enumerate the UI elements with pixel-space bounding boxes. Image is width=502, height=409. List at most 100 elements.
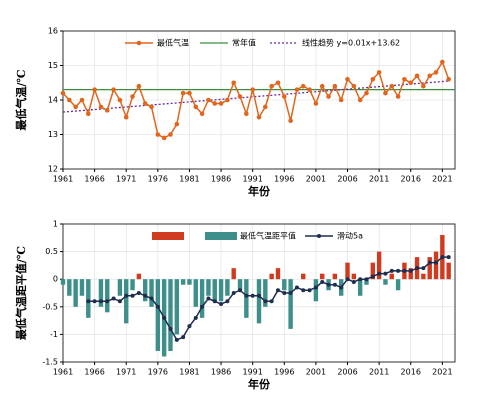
y-axis-label: 最低气温/℃ — [14, 69, 28, 130]
temperature-line-marker — [174, 121, 180, 127]
moving-average-line-marker — [377, 271, 382, 276]
moving-average-line-marker — [200, 304, 205, 309]
moving-average-line-marker — [396, 268, 401, 273]
bar — [288, 279, 293, 329]
x-tick-label: 1981 — [179, 175, 199, 184]
temperature-line-marker — [332, 83, 338, 89]
temperature-line-marker — [275, 80, 281, 86]
moving-average-line-marker — [364, 277, 369, 282]
legend-swatch — [152, 232, 184, 240]
moving-average-line-marker — [370, 274, 375, 279]
bar — [421, 273, 426, 280]
x-tick-label: 2011 — [369, 175, 389, 184]
temperature-line-marker — [269, 83, 274, 89]
x-tick-label: 1976 — [148, 368, 168, 377]
plot-frame — [62, 223, 456, 363]
x-tick-label: 1971 — [116, 175, 136, 184]
legend-swatch — [317, 234, 321, 238]
temperature-line-marker — [155, 132, 161, 137]
x-tick-label: 1961 — [53, 368, 73, 377]
moving-average-line-marker — [326, 282, 331, 287]
moving-average-line-marker — [155, 304, 160, 309]
x-tick-label: 2001 — [306, 175, 326, 184]
bar — [225, 279, 230, 296]
bar — [105, 279, 110, 313]
temperature-line-marker — [180, 90, 186, 96]
temperature-line-marker — [123, 114, 129, 120]
moving-average-line-marker — [263, 299, 268, 304]
temperature-line-marker — [98, 104, 104, 110]
temperature-line-marker — [136, 83, 142, 89]
moving-average-line-marker — [269, 299, 274, 304]
temperature-line — [62, 60, 450, 139]
temperature-line-marker — [440, 59, 445, 65]
temperature-line-marker — [370, 77, 376, 82]
y-tick-label: 1 — [53, 220, 58, 229]
moving-average-line-marker — [332, 282, 337, 287]
bar — [199, 279, 205, 318]
moving-average-line-marker — [86, 299, 91, 304]
temperature-line-marker — [193, 104, 199, 110]
x-tick-label: 1961 — [53, 175, 73, 184]
temperature-line-marker — [85, 111, 91, 117]
moving-average-line-marker — [143, 293, 148, 298]
temperature-line-marker — [117, 97, 123, 103]
bar — [124, 279, 129, 324]
temperature-line-marker — [433, 70, 439, 75]
x-tick-label: 1981 — [179, 368, 199, 377]
temperature-line-marker — [130, 94, 135, 99]
temperature-line-marker — [376, 70, 382, 75]
x-tick-label: 1991 — [242, 368, 262, 377]
temperature-line-marker — [218, 101, 224, 106]
temperature-line-marker — [73, 104, 78, 110]
temperature-line-marker — [225, 97, 230, 103]
moving-average-line-marker — [206, 296, 211, 301]
bar — [376, 251, 382, 280]
moving-average-line-marker — [244, 293, 249, 298]
legend-label: 最低气温 — [157, 38, 189, 48]
legend-label: 滑动5a — [337, 231, 363, 241]
bar — [218, 279, 224, 302]
moving-average-line-marker — [98, 299, 103, 304]
y-tick-label: 0.5 — [45, 247, 58, 256]
y-axis-label: 最低气温距平值/℃ — [14, 246, 28, 340]
bar — [206, 279, 211, 296]
x-tick-label: 1996 — [274, 175, 294, 184]
y-tick-label: 0 — [53, 275, 58, 284]
bar — [395, 279, 401, 291]
temperature-line-marker — [212, 101, 218, 106]
temperature-line-marker — [414, 73, 420, 79]
y-tick-label: 12 — [48, 165, 58, 174]
moving-average-line-marker — [307, 288, 312, 293]
temperature-line-marker — [263, 104, 268, 110]
x-tick-label: 2006 — [337, 175, 357, 184]
moving-average-line-marker — [345, 277, 350, 282]
moving-average-line-marker — [288, 291, 293, 295]
temperature-line-marker — [161, 135, 167, 141]
bar — [269, 273, 274, 280]
moving-average-line-marker — [225, 299, 230, 304]
bar — [212, 279, 217, 302]
moving-average-line-marker — [408, 268, 413, 273]
bar — [256, 279, 262, 324]
temperature-line-marker — [383, 90, 388, 96]
bar — [149, 279, 154, 307]
moving-average-line-marker — [389, 268, 394, 273]
moving-average-line-marker — [294, 285, 299, 290]
bar — [433, 251, 439, 280]
x-tick-label: 1971 — [116, 368, 136, 377]
bar — [345, 262, 350, 280]
temperature-line-marker — [187, 90, 192, 96]
x-tick-label: 1966 — [84, 368, 104, 377]
bar — [263, 279, 268, 307]
temperature-line-marker — [237, 94, 243, 99]
bar — [117, 279, 123, 296]
y-tick-label: -1.5 — [42, 358, 58, 367]
temperature-line-marker — [60, 90, 66, 96]
legend-swatch — [205, 232, 237, 240]
legend-label: 常年值 — [232, 38, 256, 48]
x-tick-label: 2021 — [432, 175, 452, 184]
bar — [231, 268, 236, 280]
legend-swatch — [136, 40, 142, 46]
